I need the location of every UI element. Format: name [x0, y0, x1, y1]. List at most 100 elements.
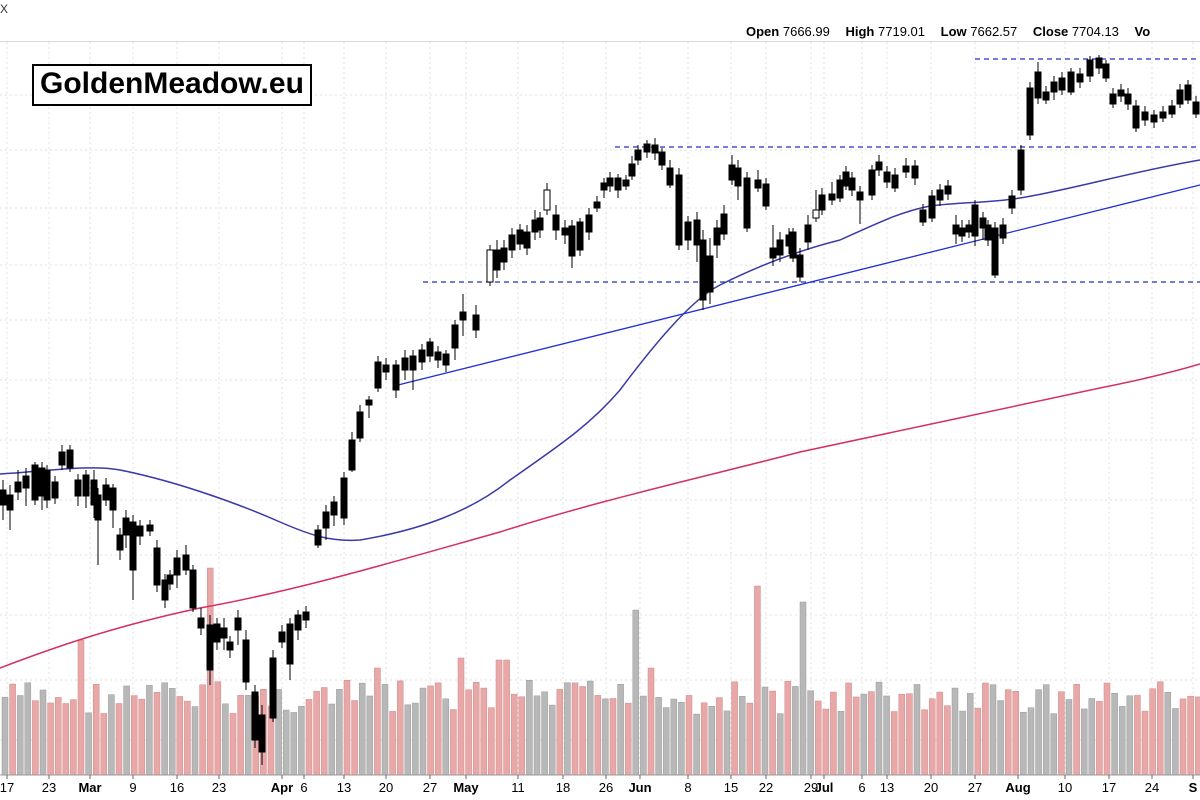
- x-tick-label: 23: [212, 780, 226, 795]
- moving-average-lines: [0, 159, 1200, 669]
- volume-bar: [358, 682, 366, 776]
- candle-body: [508, 234, 516, 251]
- candle-body: [628, 163, 636, 177]
- volume-bar: [1126, 695, 1134, 776]
- candle-body: [875, 161, 883, 171]
- candle-body: [1132, 105, 1140, 129]
- candle-body: [22, 475, 30, 489]
- volume-bar: [792, 686, 799, 776]
- candle-body: [614, 177, 622, 191]
- volume-bars: [1, 567, 1200, 776]
- x-tick-label: 17: [0, 780, 14, 795]
- candle-body: [213, 623, 221, 643]
- candle-body: [1176, 89, 1184, 105]
- volume-bar: [237, 695, 244, 776]
- candle-body: [796, 254, 804, 278]
- volume-bar: [1156, 681, 1164, 776]
- candle-body: [936, 189, 944, 201]
- volume-bar: [814, 700, 822, 776]
- volume-bar: [62, 703, 70, 776]
- volume-bar: [754, 585, 761, 776]
- volume-bar: [769, 690, 776, 776]
- candle-body: [883, 171, 891, 183]
- candle-body: [43, 469, 51, 501]
- candle-body: [242, 639, 250, 683]
- candle-body: [1192, 101, 1200, 115]
- x-tick-label: 6: [858, 780, 865, 795]
- candle-body: [136, 525, 144, 537]
- volume-bar: [320, 687, 328, 776]
- candle-body: [658, 151, 666, 166]
- volume-bar: [579, 686, 586, 776]
- candle-body: [401, 357, 409, 371]
- volume-bar: [480, 687, 488, 776]
- volume-bar: [54, 697, 62, 776]
- candle-body: [965, 224, 973, 233]
- volume-bar: [860, 693, 868, 776]
- volume-bar: [989, 684, 997, 776]
- volume-bar: [974, 707, 982, 776]
- candle-body: [706, 255, 714, 293]
- volume-bar: [199, 684, 206, 776]
- volume-bar: [685, 695, 693, 776]
- volume-bar: [655, 697, 662, 776]
- candle-body: [258, 714, 266, 753]
- candle-body: [1102, 63, 1110, 79]
- candle-body: [684, 221, 692, 241]
- x-tick-label: Jul: [815, 780, 834, 795]
- candle-body: [1076, 73, 1084, 83]
- candle-body: [418, 349, 426, 363]
- volume-bar: [830, 691, 837, 776]
- candle-body: [348, 439, 356, 471]
- candle-body: [189, 569, 197, 609]
- candle-body: [634, 149, 642, 161]
- volume-bar: [168, 688, 176, 776]
- volume-bar: [533, 695, 541, 776]
- volume-bar: [731, 681, 738, 776]
- candle-body: [220, 627, 228, 639]
- candle-body: [173, 557, 181, 576]
- volume-bar: [374, 667, 381, 776]
- volume-bar: [822, 708, 830, 776]
- volume-bar: [115, 703, 123, 776]
- candle-body: [979, 217, 987, 229]
- candle-body: [944, 185, 952, 195]
- volume-bar: [214, 681, 222, 776]
- volume-bar: [9, 683, 16, 776]
- volume-bar: [548, 704, 556, 776]
- volume-bar: [457, 657, 465, 776]
- volume-bar: [70, 699, 77, 776]
- candle-body: [856, 191, 864, 201]
- candle-body: [561, 227, 569, 236]
- volume-bar: [1118, 706, 1126, 776]
- candle-body: [94, 494, 102, 521]
- candle-body: [836, 179, 844, 199]
- candle-body: [543, 189, 551, 211]
- volume-bar: [807, 690, 814, 776]
- volume-bar: [85, 712, 92, 776]
- volume-bar: [282, 709, 290, 776]
- volume-bar: [495, 659, 503, 776]
- x-tick-label: 27: [423, 780, 437, 795]
- candle-body: [868, 169, 876, 196]
- candle-body: [1086, 59, 1094, 77]
- candle-body: [166, 574, 174, 585]
- candle-body: [1168, 105, 1176, 115]
- candle-body: [699, 239, 707, 301]
- x-tick-label: 22: [759, 780, 773, 795]
- volume-bar: [921, 709, 928, 776]
- volume-bar: [526, 680, 533, 776]
- x-tick-label: 24: [1145, 780, 1159, 795]
- candlesticks: [0, 55, 1200, 765]
- x-tick-label: 23: [42, 780, 56, 795]
- volume-bar: [92, 683, 100, 776]
- volume-bar: [678, 701, 685, 776]
- volume-bar: [624, 702, 632, 776]
- candle-body: [1008, 195, 1016, 209]
- candle-body: [848, 177, 856, 191]
- volume-bar: [890, 711, 898, 776]
- candle-body: [116, 534, 124, 551]
- x-tick-label: 10: [1058, 780, 1072, 795]
- volume-bar: [153, 692, 161, 776]
